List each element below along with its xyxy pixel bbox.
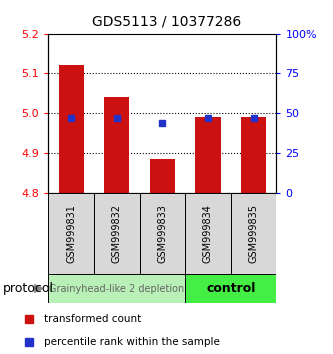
Bar (150, 159, 175, 193)
Text: GSM999832: GSM999832 (112, 204, 122, 263)
Text: control: control (206, 282, 255, 295)
Bar (48, 274, 185, 303)
Text: GSM999835: GSM999835 (248, 204, 259, 263)
Text: GDS5113 / 10377286: GDS5113 / 10377286 (92, 14, 241, 28)
Bar (104, 97, 129, 193)
Text: protocol: protocol (3, 282, 54, 295)
Bar (231, 193, 276, 274)
Bar (241, 117, 266, 193)
Text: transformed count: transformed count (44, 314, 142, 324)
Bar (59, 65, 84, 193)
Bar (94, 193, 140, 274)
Bar (185, 274, 276, 303)
Bar (140, 193, 185, 274)
Bar (195, 117, 220, 193)
Text: GSM999833: GSM999833 (157, 204, 167, 263)
Text: Grainyhead-like 2 depletion: Grainyhead-like 2 depletion (49, 284, 184, 293)
Text: percentile rank within the sample: percentile rank within the sample (44, 337, 220, 347)
Bar (185, 193, 231, 274)
Text: GSM999831: GSM999831 (66, 204, 76, 263)
Text: GSM999834: GSM999834 (203, 204, 213, 263)
Bar (48, 193, 94, 274)
